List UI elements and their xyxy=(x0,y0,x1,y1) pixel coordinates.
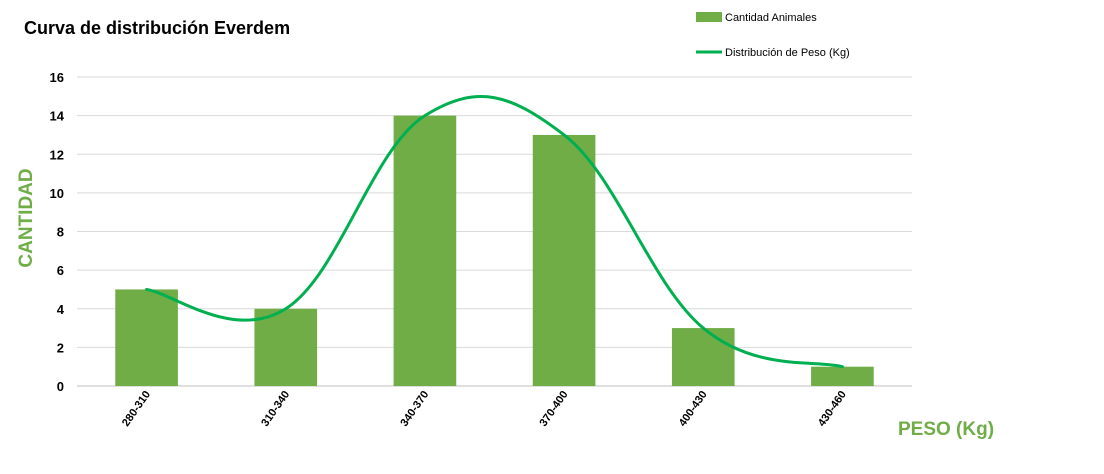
bar-400-430 xyxy=(671,328,735,386)
bar-340-370 xyxy=(393,115,457,386)
y-tick-label: 14 xyxy=(50,109,65,124)
x-tick-label: 310-340 xyxy=(259,389,292,429)
y-axis-label: CANTIDAD xyxy=(16,168,37,267)
x-tick-label: 400-430 xyxy=(677,389,710,429)
gridlines xyxy=(77,76,912,387)
legend-bar-swatch xyxy=(696,12,722,22)
y-tick-label: 0 xyxy=(57,379,64,394)
distribution-line xyxy=(145,95,844,369)
y-tick-label: 16 xyxy=(50,70,64,85)
y-tick-label: 8 xyxy=(57,225,64,240)
legend-bar-label: Cantidad Animales xyxy=(725,12,817,24)
distribution-curve xyxy=(145,95,844,369)
y-tick-label: 10 xyxy=(50,186,64,201)
x-tick-label: 340-370 xyxy=(398,389,431,429)
legend-line-label: Distribución de Peso (Kg) xyxy=(725,47,850,59)
chart-title: Curva de distribución Everdem xyxy=(24,18,290,38)
y-tick-label: 12 xyxy=(50,147,64,162)
y-tick-label: 4 xyxy=(57,302,65,317)
y-tick-label: 2 xyxy=(57,340,64,355)
x-tick-label: 280-310 xyxy=(120,389,153,429)
bar-370-400 xyxy=(532,134,596,386)
legend: Cantidad Animales Distribución de Peso (… xyxy=(696,12,850,59)
bar-310-340 xyxy=(254,308,318,386)
x-tick-label: 370-400 xyxy=(538,389,571,429)
bar-430-460 xyxy=(811,366,874,386)
x-axis-ticks: 280-310 310-340 340-370 370-400 400-430 430-4… xyxy=(120,389,849,429)
y-tick-label: 6 xyxy=(57,263,64,278)
y-axis-ticks: 0 2 4 6 8 10 12 14 16 xyxy=(50,70,65,394)
x-axis-label: PESO (Kg) xyxy=(898,419,994,440)
bar-280-310 xyxy=(115,289,178,386)
x-tick-label: 430-460 xyxy=(816,389,849,429)
bars xyxy=(115,115,874,386)
